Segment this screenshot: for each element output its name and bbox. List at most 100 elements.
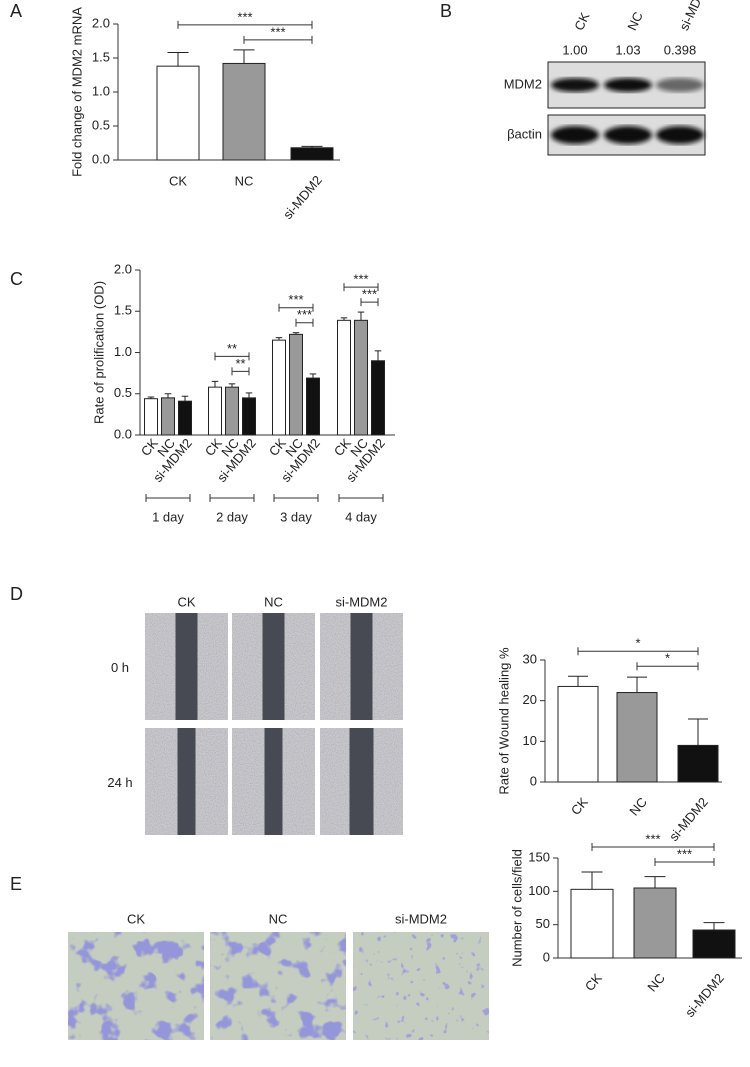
y-tick-label: 1.0: [92, 83, 110, 98]
blot-row-label: MDM2: [504, 76, 542, 91]
bar: [677, 744, 719, 783]
bar: [570, 888, 614, 959]
bar: [354, 319, 368, 436]
significance-label: **: [227, 341, 237, 356]
bar: [156, 65, 200, 161]
group-label: 4 day: [345, 509, 377, 524]
bar: [306, 377, 320, 436]
y-tick-label: 2.0: [92, 15, 110, 30]
significance-label: ***: [353, 272, 368, 287]
row-label: 24 h: [107, 775, 132, 790]
x-tick-label: NC: [235, 173, 254, 188]
column-label: si-MDM2: [395, 911, 447, 926]
wound-gap: [349, 728, 374, 835]
bar: [225, 386, 239, 436]
bar: [178, 400, 192, 436]
bar: [144, 398, 158, 436]
blot-band: [551, 78, 599, 92]
significance-label: ***: [288, 292, 303, 307]
y-tick-label: 0.5: [114, 385, 132, 400]
bar: [371, 360, 385, 436]
bar: [337, 319, 351, 436]
blot-band: [656, 78, 704, 92]
x-tick-label: CK: [169, 173, 187, 188]
y-tick-label: 0.5: [92, 117, 110, 132]
row-label: 0 h: [111, 660, 129, 675]
bar: [222, 62, 266, 161]
x-tick-label: NC: [644, 970, 668, 994]
significance-label: *: [665, 651, 670, 666]
blot-band: [604, 78, 652, 92]
y-tick-label: 0.0: [92, 151, 110, 166]
lane-value: 1.03: [615, 42, 640, 57]
bar: [242, 397, 256, 436]
blot-band: [551, 126, 599, 144]
x-tick-label: NC: [626, 794, 650, 818]
bar: [272, 339, 286, 436]
bar: [616, 692, 658, 783]
significance-label: **: [235, 356, 245, 371]
y-tick-label: 2.0: [114, 261, 132, 276]
wound-gap: [350, 613, 373, 720]
wound-gap: [264, 728, 283, 835]
lane-label: NC: [624, 9, 646, 32]
group-label: 3 day: [280, 509, 312, 524]
bar: [289, 333, 303, 436]
y-axis-label: Number of cells/field: [509, 849, 524, 967]
y-tick-label: 50: [536, 916, 550, 931]
significance-label: ***: [677, 846, 692, 861]
blot-band: [656, 126, 704, 144]
lane-value: 0.398: [664, 42, 697, 57]
y-tick-label: 1.5: [92, 49, 110, 64]
bar: [290, 147, 334, 161]
panel-label: A: [10, 1, 22, 21]
column-label: CK: [127, 911, 145, 926]
wound-gap: [177, 728, 196, 835]
y-tick-label: 0.0: [114, 426, 132, 441]
y-tick-label: 100: [528, 883, 550, 898]
bar: [161, 397, 175, 436]
y-tick-label: 30: [523, 651, 537, 666]
y-tick-label: 20: [523, 692, 537, 707]
column-label: NC: [269, 911, 288, 926]
column-label: si-MDM2: [336, 594, 388, 609]
lane-label: si-MDM2: [676, 0, 712, 33]
x-tick-label: si-MDM2: [280, 172, 325, 221]
y-tick-label: 1.5: [114, 303, 132, 318]
lane-label: CK: [571, 10, 592, 33]
panel-label: B: [440, 1, 452, 21]
panel-label: E: [10, 874, 22, 894]
bar: [633, 887, 677, 959]
micrograph-texture: [353, 932, 489, 1040]
panel-label: D: [10, 584, 23, 604]
micrograph-texture: [68, 932, 204, 1040]
group-label: 1 day: [152, 509, 184, 524]
significance-label: ***: [362, 287, 377, 302]
column-label: NC: [264, 594, 283, 609]
lane-value: 1.00: [562, 42, 587, 57]
significance-label: ***: [270, 24, 285, 39]
panel-label: C: [10, 269, 23, 289]
x-tick-label: si-MDM2: [666, 794, 711, 843]
y-tick-label: 10: [523, 733, 537, 748]
blot-row-label: βactin: [507, 126, 542, 141]
y-axis-label: Rate of Wound healing %: [496, 647, 511, 795]
x-tick-label: si-MDM2: [682, 970, 727, 1019]
micrograph-texture: [210, 932, 346, 1040]
y-tick-label: 0: [530, 773, 537, 788]
column-label: CK: [177, 594, 195, 609]
x-tick-label: CK: [582, 970, 605, 994]
blot-band: [604, 126, 652, 144]
y-tick-label: 0: [543, 949, 550, 964]
bar: [208, 386, 222, 436]
bar: [557, 685, 599, 783]
y-tick-label: 150: [528, 849, 550, 864]
y-axis-label: Rate of prolification (OD): [91, 281, 106, 424]
wound-gap: [175, 613, 198, 720]
wound-gap: [262, 613, 285, 720]
significance-label: ***: [237, 9, 252, 24]
y-axis-label: Fold change of MDM2 mRNA: [69, 7, 84, 177]
significance-label: ***: [645, 831, 660, 846]
significance-label: ***: [297, 307, 312, 322]
